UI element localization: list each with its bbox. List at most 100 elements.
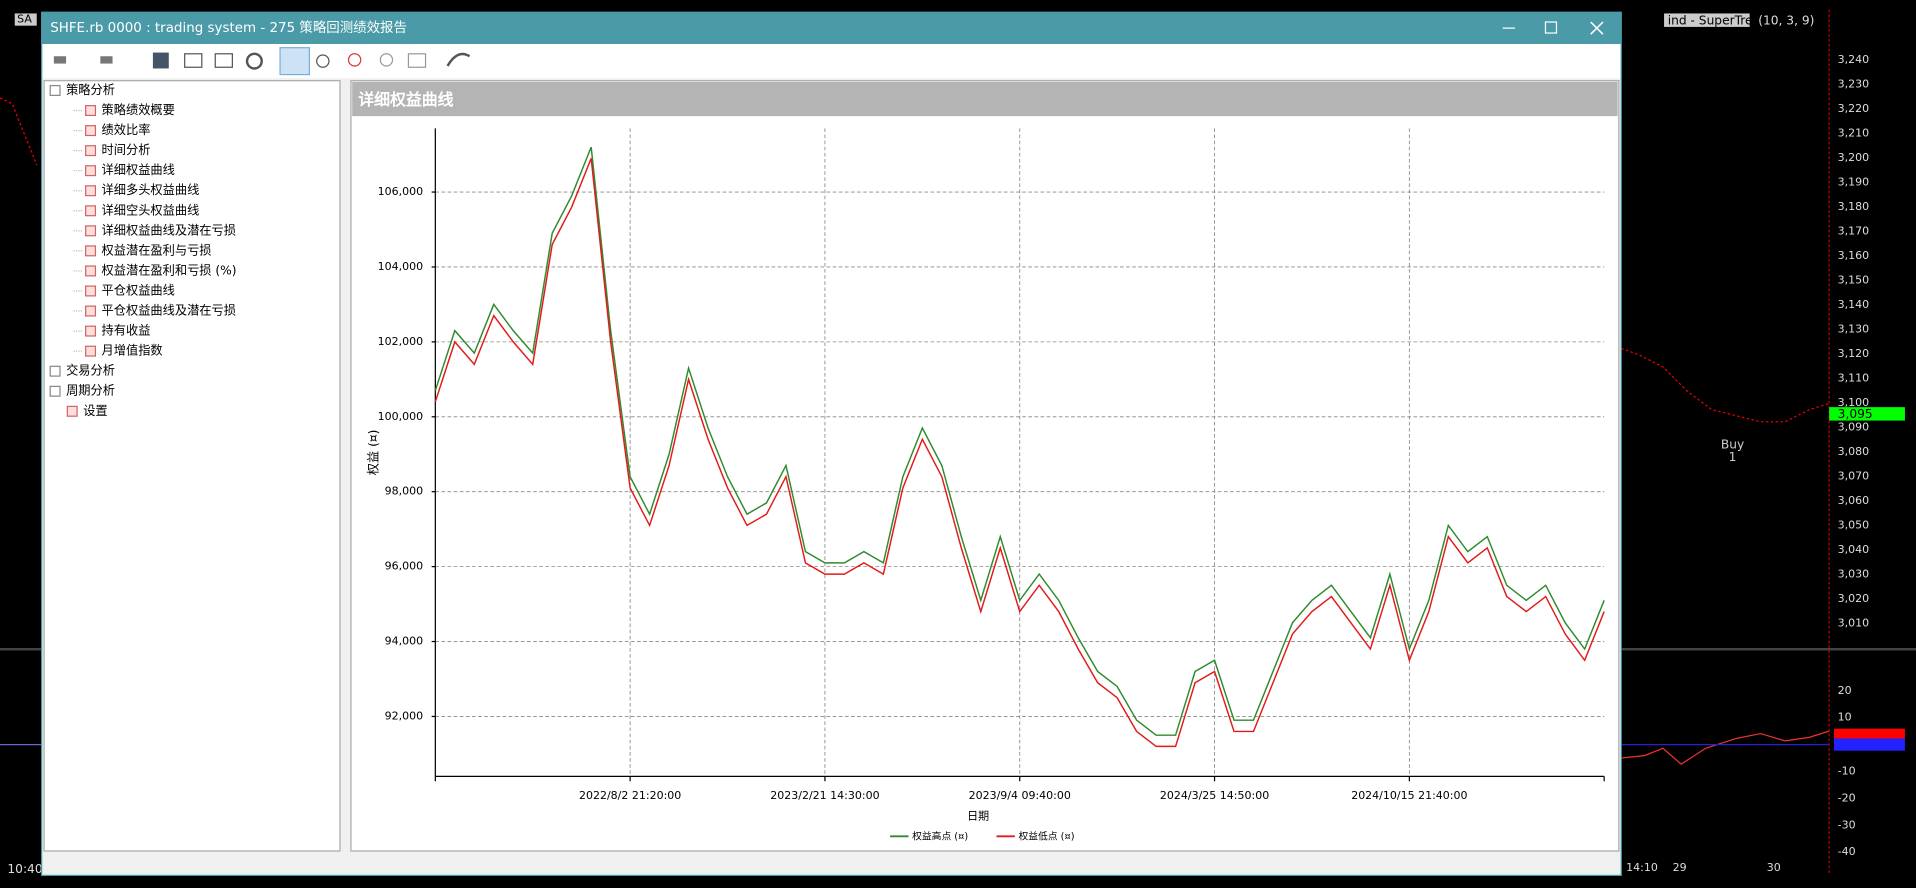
tree: 策略分析策略绩效概要绩效比率时间分析详细权益曲线详细多头权益曲线详细空头权益曲线… [49,82,237,418]
time-label: 30 [1767,861,1781,874]
copy-button[interactable] [184,53,203,68]
close-button[interactable] [1590,21,1604,35]
equity-line [434,158,1605,748]
pan-button[interactable] [316,54,330,68]
settings-button[interactable] [245,52,263,70]
tree-icon [85,285,97,297]
legend-label: 权益高点 (¤) [912,829,968,842]
price-label: 3,130 [1838,322,1870,335]
equity-line [434,146,1605,736]
y-tick-label: 100,000 [378,410,423,423]
tree-item[interactable]: 详细权益曲线 [102,162,175,177]
y-tick-label: 106,000 [378,185,423,198]
tree-item[interactable]: 平仓权益曲线及潜在亏损 [102,304,236,318]
tree-item[interactable]: 时间分析 [102,143,151,157]
tree-icon [66,405,78,417]
supertrend [1621,347,1830,423]
tree-item[interactable]: 权益潜在盈利与亏损 [102,243,212,257]
tree-group[interactable]: 策略分析 [66,82,115,97]
osc-label: -10 [1838,764,1856,777]
price-label: 3,140 [1838,298,1870,311]
zoom-in-button[interactable] [347,53,362,67]
time-label: 10:40 [7,862,42,876]
price-label: 3,210 [1838,126,1870,139]
equity-chart: 92,000 94,000 96,000 98,000 100,000 102,000 10… [367,128,1605,842]
price-label: 3,240 [1838,53,1870,66]
price-label: 3,030 [1838,567,1870,580]
indicator-params: (10, 3, 9) [1758,13,1814,27]
indicator-name: ind - SuperTrend [1668,13,1768,27]
x-tick-label: 2024/3/25 14:50:00 [1160,789,1269,802]
price-label: 3,100 [1838,396,1870,409]
tree-item[interactable]: 详细多头权益曲线 [102,182,200,197]
x-tick-label: 2023/2/21 14:30:00 [770,789,879,802]
osc-label: -40 [1838,845,1856,858]
osc-label: 20 [1838,684,1852,697]
tree-item[interactable]: 平仓权益曲线 [102,283,175,297]
panel-header [352,81,1618,117]
y-tick-label: 92,000 [385,709,423,722]
tree-item[interactable]: 策略绩效概要 [102,102,175,117]
osc-marker [1834,728,1905,739]
tree-item[interactable]: 详细空头权益曲线 [102,202,200,217]
maximize-button[interactable] [1544,21,1558,34]
zoom-out-button[interactable] [379,53,394,67]
time-label: 29 [1673,861,1687,874]
y-tick-label: 102,000 [378,335,423,348]
symbol: SA [17,13,32,26]
crosshair-button[interactable] [279,47,311,76]
tree-item[interactable]: 月增值指数 [102,343,163,358]
osc-label: -30 [1838,818,1856,831]
price-label: 3,040 [1838,543,1870,556]
reset-zoom-button[interactable] [407,53,427,68]
time-label: 14:10 [1626,861,1658,874]
tree-icon [85,145,97,157]
price-label: 3,150 [1838,273,1870,286]
x-axis-title: 日期 [967,810,989,823]
tree-item[interactable]: 设置 [83,404,107,418]
price-label: 3,060 [1838,494,1870,507]
save-button[interactable] [152,52,169,69]
style-button[interactable] [446,52,471,67]
divider [0,647,42,651]
osc-marker [1834,738,1905,751]
tree-icon [85,185,97,197]
osc-label: 10 [1838,711,1852,724]
expander[interactable] [49,385,61,397]
y-tick-label: 98,000 [385,485,423,498]
indicator-tag [1664,13,1750,27]
tree-group[interactable]: 交易分析 [66,363,115,378]
x-tick-label: 2024/10/15 21:40:00 [1351,789,1467,802]
symbol-tag [14,13,37,26]
forward-button[interactable] [100,56,113,64]
tree-item[interactable]: 权益潜在盈利和亏损 (%) [102,263,237,277]
tree-icon [85,325,97,337]
tree-icon [85,225,97,237]
price-label: 3,220 [1838,102,1870,115]
background-axes: 3,240 3,230 3,220 3,210 3,200 3,190 3,180 3,170… [1626,53,1869,874]
y-tick-label: 104,000 [378,260,423,273]
title-bar [41,12,1622,45]
expander[interactable] [49,365,61,377]
tree-icon [85,345,97,357]
tree-item[interactable]: 绩效比率 [102,122,151,137]
back-button[interactable] [53,56,67,64]
print-button[interactable] [214,53,233,68]
price-label: 3,200 [1838,151,1870,164]
supertrend-left [0,97,38,166]
buy-count: 1 [1729,450,1737,464]
tree-icon [85,245,97,257]
price-label: 3,090 [1838,420,1870,433]
price-label: 3,050 [1838,518,1870,531]
y-axis-title: 权益 (¤) [367,430,381,476]
tree-icon [85,125,97,137]
tree-item[interactable]: 详细权益曲线及潜在亏损 [102,222,236,237]
tree-item[interactable]: 持有收益 [102,323,151,338]
last-price: 3,095 [1838,407,1873,421]
oscillator [1621,730,1830,765]
tree-group[interactable]: 周期分析 [66,384,115,398]
price-label: 3,010 [1838,616,1870,629]
price-label: 3,070 [1838,469,1870,482]
price-label: 3,170 [1838,224,1870,237]
expander[interactable] [49,84,61,96]
